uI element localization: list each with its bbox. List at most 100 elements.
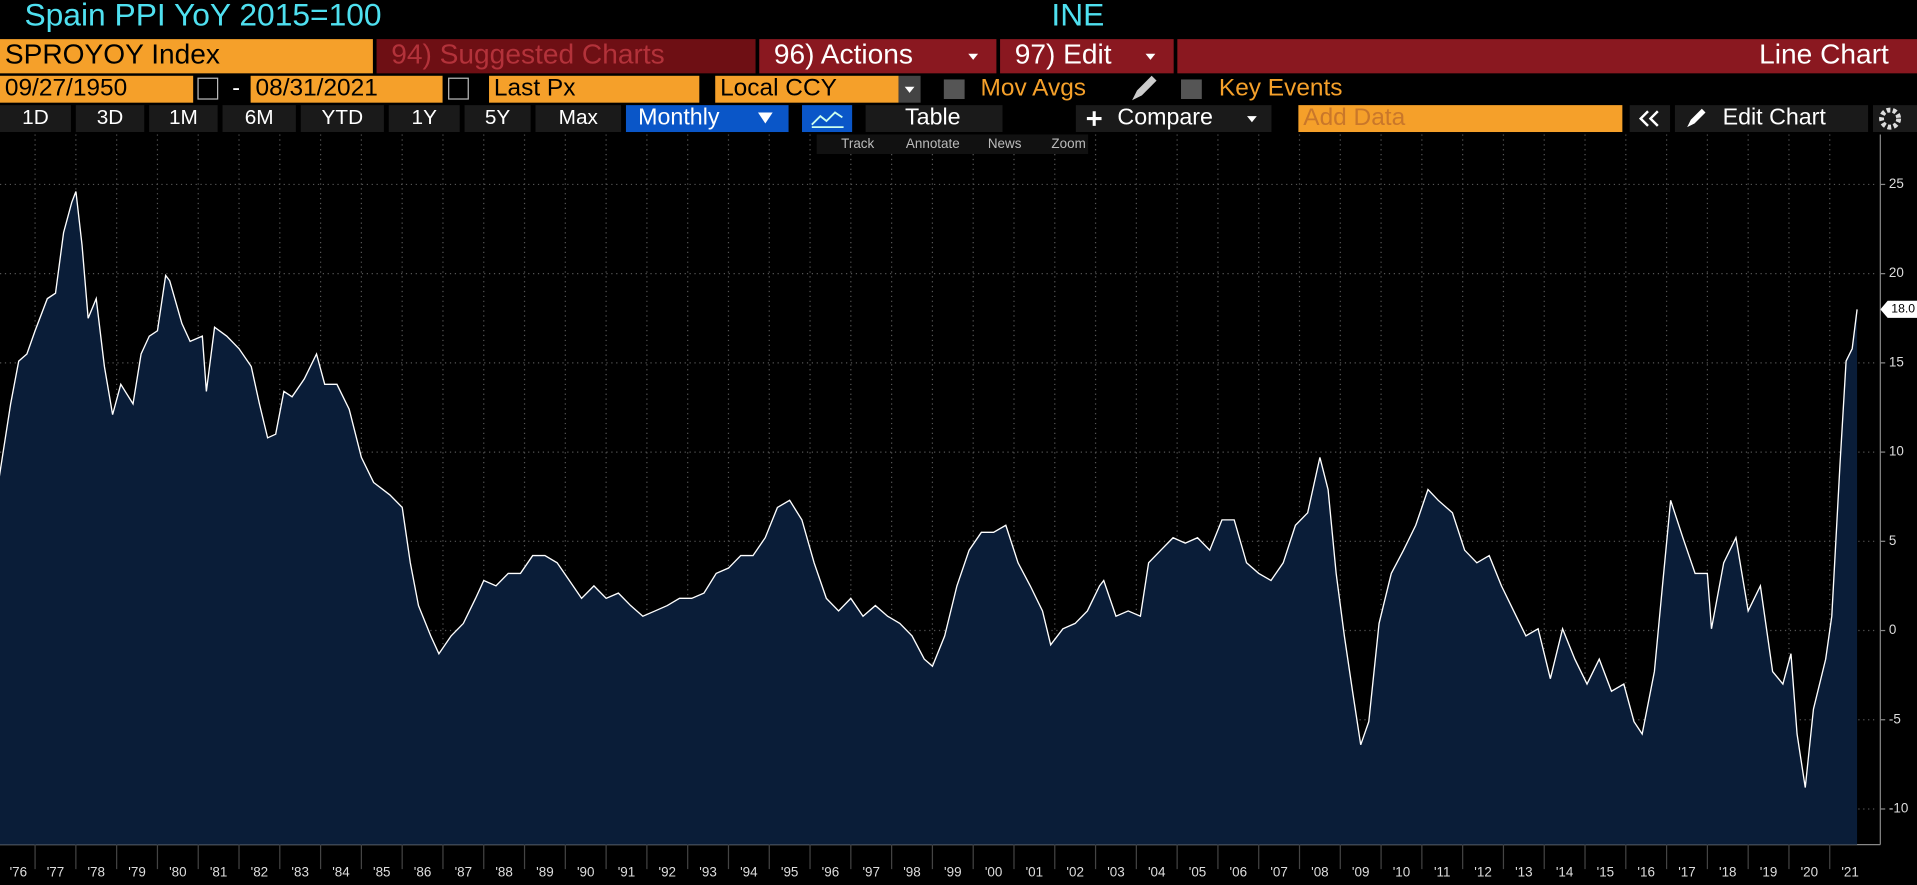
frequency: Monthly bbox=[638, 104, 720, 130]
last-value-label: 18.0 bbox=[1891, 302, 1915, 316]
range-label: 1D bbox=[22, 106, 49, 129]
x-tick-label: '97 bbox=[862, 864, 880, 879]
dropdown-arrow bbox=[1247, 116, 1257, 123]
y-tick-label: 5 bbox=[1889, 533, 1896, 548]
edit-chart-button[interactable] bbox=[1674, 105, 1869, 133]
x-tick-label: '89 bbox=[536, 864, 554, 879]
area bbox=[0, 191, 1858, 845]
chart-type: Line Chart bbox=[1759, 39, 1889, 70]
range-buttons: 1D 3D 1M 6M YTD 1Y 5Y Max bbox=[0, 105, 622, 133]
x-tick-label: '93 bbox=[699, 864, 717, 879]
x-tick-label: '14 bbox=[1556, 864, 1574, 879]
x-tick-label: '95 bbox=[781, 864, 799, 879]
edit-chart: Edit Chart bbox=[1723, 104, 1827, 130]
range-button[interactable] bbox=[464, 105, 531, 133]
start-date-box[interactable] bbox=[0, 75, 194, 103]
x-tick-label: '81 bbox=[210, 864, 228, 879]
x-tick-label: '20 bbox=[1801, 864, 1819, 879]
range-button[interactable] bbox=[149, 105, 218, 133]
currency-box[interactable] bbox=[715, 75, 899, 103]
x-tick-label: '91 bbox=[618, 864, 636, 879]
x-tick-label: '12 bbox=[1474, 864, 1492, 879]
end-date-box[interactable] bbox=[250, 75, 443, 103]
range-button[interactable] bbox=[300, 105, 384, 133]
collapse-icon bbox=[1638, 110, 1659, 127]
checkbox[interactable] bbox=[1181, 79, 1202, 100]
gear-icon bbox=[1879, 107, 1902, 130]
y-tick-label: 0 bbox=[1889, 622, 1896, 637]
x-tick-label: '15 bbox=[1597, 864, 1615, 879]
pencil-icon bbox=[1687, 108, 1706, 128]
x-tick-label: '87 bbox=[455, 864, 473, 879]
y-tick-label: 10 bbox=[1889, 444, 1904, 459]
range-button[interactable] bbox=[535, 105, 622, 133]
tool[interactable]: Annotate bbox=[906, 136, 960, 151]
range-label: YTD bbox=[322, 106, 364, 129]
y-tick-label: -10 bbox=[1889, 801, 1908, 816]
currency: Local CCY bbox=[720, 75, 837, 102]
range-label: 5Y bbox=[485, 106, 511, 129]
x-tick-label: '10 bbox=[1393, 864, 1411, 879]
ticker: SPROYOY Index bbox=[5, 39, 220, 70]
x-tick-label: '80 bbox=[169, 864, 187, 879]
table-button[interactable] bbox=[865, 105, 1003, 133]
x-tick-label: '06 bbox=[1230, 864, 1248, 879]
x-tick-label: '11 bbox=[1434, 864, 1451, 879]
x-tick-label: '02 bbox=[1066, 864, 1084, 879]
range-label: 1M bbox=[169, 106, 198, 129]
compare-button[interactable] bbox=[1075, 105, 1272, 133]
x-tick-label: '13 bbox=[1515, 864, 1533, 879]
x-tick-label: '16 bbox=[1637, 864, 1655, 879]
x-tick-label: '77 bbox=[47, 864, 65, 879]
x-tick-label: '83 bbox=[291, 864, 309, 879]
x-tick-label: '88 bbox=[495, 864, 513, 879]
edit-button[interactable] bbox=[1000, 39, 1174, 74]
chart-tools bbox=[816, 134, 1089, 155]
tool[interactable]: Zoom bbox=[1051, 136, 1085, 151]
actions-button[interactable] bbox=[759, 39, 997, 74]
pencil-icon[interactable] bbox=[1132, 75, 1157, 101]
compare: Compare bbox=[1117, 104, 1213, 130]
x-tick-label: '82 bbox=[251, 864, 269, 879]
range-button[interactable] bbox=[75, 105, 145, 133]
x-tick-label: '21 bbox=[1841, 864, 1859, 879]
x-tick-label: '99 bbox=[944, 864, 962, 879]
calendar-icon[interactable] bbox=[448, 77, 469, 100]
edit: 97) Edit bbox=[1015, 39, 1112, 70]
x-tick-label: '03 bbox=[1107, 864, 1125, 879]
x-tick-label: '19 bbox=[1760, 864, 1778, 879]
dropdown-arrow bbox=[904, 86, 915, 93]
actions: 96) Actions bbox=[774, 39, 913, 70]
dropdown-arrow bbox=[1145, 53, 1156, 60]
ticker-box[interactable] bbox=[0, 39, 373, 74]
x-tick-label: '00 bbox=[985, 864, 1003, 879]
chart-type-bar bbox=[1177, 39, 1917, 74]
table: Table bbox=[905, 104, 961, 130]
separator: - bbox=[232, 74, 240, 100]
add-data-box[interactable] bbox=[1298, 105, 1623, 133]
plot: 25 20 15 10 5 0 -5 -10 '76 '77 '78 '79 '80 '81 '82 '83 '… bbox=[0, 134, 1917, 879]
frequency-button[interactable] bbox=[625, 105, 789, 133]
range-button[interactable] bbox=[388, 105, 460, 133]
calendar-icon[interactable] bbox=[197, 77, 219, 100]
y-tick-label: -5 bbox=[1889, 711, 1901, 726]
tool[interactable]: News bbox=[988, 136, 1022, 151]
suggested-button[interactable] bbox=[376, 39, 756, 74]
x-tick-label: '98 bbox=[903, 864, 921, 879]
range-label: 6M bbox=[245, 106, 274, 129]
tool[interactable]: Track bbox=[841, 136, 874, 151]
field-box[interactable] bbox=[489, 75, 700, 103]
x-tick-label: '86 bbox=[414, 864, 432, 879]
x-tick-label: '78 bbox=[88, 864, 106, 879]
x-tick-label: '17 bbox=[1678, 864, 1696, 879]
y-tick-label: 20 bbox=[1889, 265, 1904, 280]
x-tick-label: '05 bbox=[1189, 864, 1207, 879]
range-button[interactable] bbox=[0, 105, 71, 133]
line bbox=[0, 191, 1858, 788]
x-tick-label: '85 bbox=[373, 864, 391, 879]
x-tick-label: '76 bbox=[10, 864, 28, 879]
range-button[interactable] bbox=[222, 105, 296, 133]
key-events: Key Events bbox=[1219, 75, 1343, 102]
checkbox[interactable] bbox=[943, 79, 965, 100]
